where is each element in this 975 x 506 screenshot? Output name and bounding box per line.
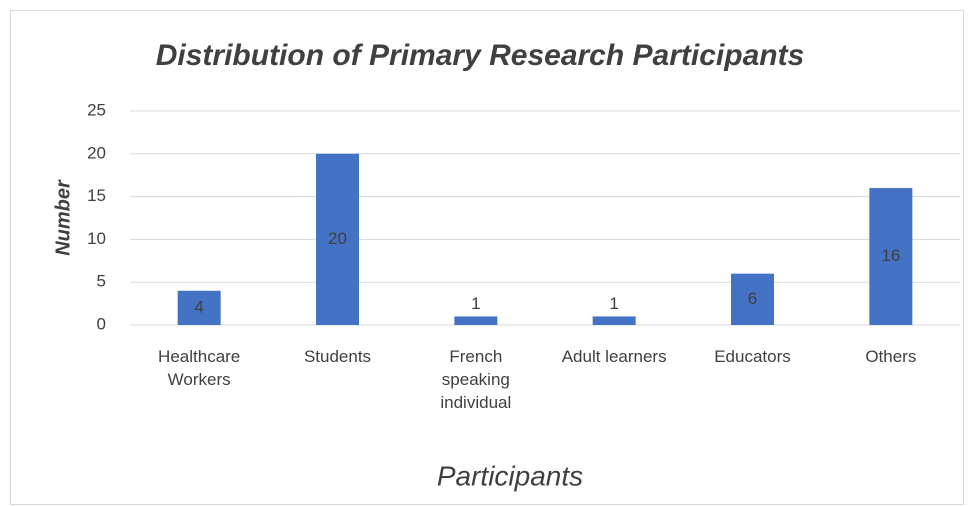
data-label: 1 — [471, 294, 480, 313]
x-tick-label: Healthcare Workers — [158, 347, 241, 389]
bar — [454, 316, 498, 325]
y-tick-label: 25 — [87, 100, 106, 119]
bar — [869, 188, 913, 325]
x-tick-label: Others — [865, 347, 917, 366]
data-label: 6 — [748, 289, 757, 308]
y-axis-title: Number — [52, 179, 74, 256]
y-tick-label: 20 — [87, 143, 106, 162]
data-label: 1 — [609, 294, 618, 313]
y-tick-label: 15 — [87, 186, 106, 205]
chart-border — [10, 10, 964, 505]
bar — [592, 316, 636, 325]
y-tick-label: 10 — [87, 229, 106, 248]
x-axis-title: Participants — [437, 460, 583, 491]
bar — [177, 290, 221, 325]
y-tick-label: 0 — [97, 314, 106, 333]
x-tick-label: French speaking individual — [440, 347, 512, 412]
chart-title: Distribution of Primary Research Partici… — [156, 39, 805, 72]
bar — [316, 153, 359, 325]
x-tick-label: Students — [303, 347, 372, 366]
data-label: 16 — [881, 246, 900, 265]
data-label: 20 — [328, 229, 347, 248]
y-tick-label: 5 — [97, 272, 106, 291]
x-tick-label: Adult learners — [561, 347, 667, 366]
x-tick-label: Educators — [714, 347, 791, 366]
data-label: 4 — [194, 297, 203, 316]
bar — [731, 273, 774, 325]
